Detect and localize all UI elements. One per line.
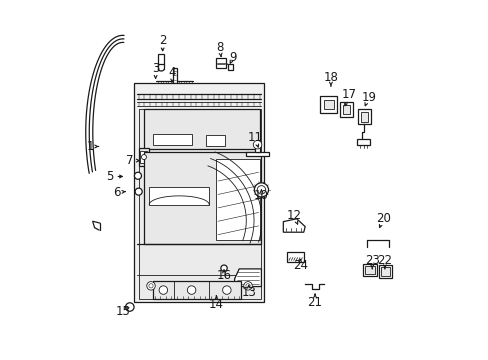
Circle shape [244, 282, 252, 290]
Polygon shape [139, 109, 261, 299]
Text: 10: 10 [253, 189, 268, 202]
Text: 22: 22 [377, 254, 391, 267]
Text: 6: 6 [113, 186, 120, 199]
Polygon shape [362, 264, 376, 276]
Polygon shape [205, 135, 224, 146]
Circle shape [254, 183, 268, 197]
Circle shape [253, 140, 261, 149]
Circle shape [221, 265, 227, 271]
Text: 23: 23 [364, 254, 379, 267]
Circle shape [222, 286, 231, 294]
Text: 17: 17 [342, 88, 356, 101]
Polygon shape [139, 148, 149, 166]
Polygon shape [357, 139, 369, 145]
Polygon shape [246, 153, 269, 156]
Circle shape [141, 154, 146, 159]
Polygon shape [134, 83, 264, 302]
Polygon shape [173, 68, 176, 87]
Circle shape [134, 172, 141, 179]
Polygon shape [339, 102, 352, 117]
Text: 7: 7 [126, 154, 133, 167]
Text: 1: 1 [86, 140, 94, 153]
Polygon shape [152, 280, 241, 299]
Text: 16: 16 [216, 270, 231, 283]
Text: 9: 9 [229, 51, 237, 64]
Text: 20: 20 [376, 212, 390, 225]
Text: 19: 19 [361, 91, 375, 104]
Text: 18: 18 [323, 71, 338, 84]
Circle shape [159, 286, 167, 294]
Text: 5: 5 [106, 170, 113, 183]
Circle shape [125, 303, 134, 311]
Polygon shape [143, 152, 261, 243]
Polygon shape [360, 112, 367, 122]
Polygon shape [152, 134, 191, 145]
Polygon shape [342, 105, 349, 114]
Polygon shape [357, 109, 370, 124]
Text: 4: 4 [168, 66, 176, 79]
Polygon shape [379, 265, 391, 278]
Polygon shape [286, 252, 303, 262]
Polygon shape [216, 159, 260, 240]
Text: 8: 8 [216, 41, 223, 54]
Polygon shape [227, 64, 233, 70]
Polygon shape [255, 145, 260, 153]
Polygon shape [381, 267, 389, 276]
Text: 15: 15 [115, 305, 130, 318]
Polygon shape [234, 269, 261, 287]
Text: 13: 13 [241, 286, 256, 299]
Text: 12: 12 [286, 210, 301, 222]
Polygon shape [283, 219, 305, 232]
Polygon shape [149, 187, 209, 205]
Text: 11: 11 [247, 131, 262, 144]
Polygon shape [320, 96, 336, 113]
Polygon shape [215, 58, 225, 68]
Circle shape [148, 284, 153, 288]
Circle shape [187, 286, 195, 294]
Polygon shape [158, 54, 164, 64]
Text: 3: 3 [152, 62, 159, 75]
Circle shape [245, 284, 250, 288]
Circle shape [257, 186, 265, 194]
Polygon shape [364, 266, 374, 274]
Polygon shape [323, 100, 333, 109]
Text: 24: 24 [292, 259, 307, 272]
Text: 21: 21 [307, 296, 322, 309]
Text: 2: 2 [159, 34, 166, 47]
Text: 14: 14 [208, 298, 224, 311]
Polygon shape [143, 109, 260, 149]
Circle shape [146, 282, 155, 290]
Circle shape [135, 188, 142, 195]
Polygon shape [140, 151, 147, 163]
